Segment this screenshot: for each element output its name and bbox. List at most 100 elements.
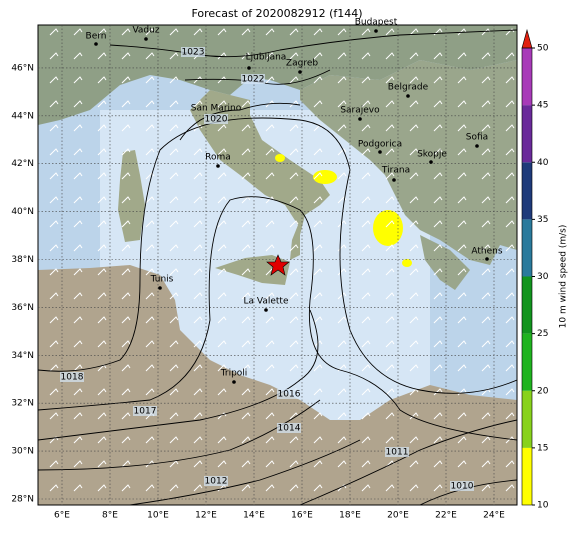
wind-barb bbox=[73, 412, 83, 420]
wind-barb bbox=[385, 28, 395, 36]
wind-barb bbox=[73, 100, 83, 108]
isobar-label-bg bbox=[181, 47, 205, 57]
wind-barb bbox=[265, 460, 275, 468]
wind-barb bbox=[265, 364, 275, 372]
wind-barb bbox=[409, 460, 419, 468]
wind-barb bbox=[313, 52, 323, 60]
map-frame bbox=[37, 24, 518, 506]
wind-barb bbox=[289, 52, 299, 60]
wind-barb bbox=[49, 460, 59, 468]
city-label: Zagreb bbox=[286, 59, 318, 69]
wind-barb bbox=[73, 268, 83, 276]
city-label: Tirana bbox=[381, 166, 410, 176]
wind-barb bbox=[193, 196, 203, 204]
wind-barb bbox=[121, 76, 131, 84]
wind-barb bbox=[73, 148, 83, 156]
wind-barb bbox=[217, 76, 227, 84]
wind-barb bbox=[289, 460, 299, 468]
wind-barb bbox=[289, 220, 299, 228]
wind-barb bbox=[505, 340, 515, 348]
wind-barb bbox=[457, 124, 467, 132]
colorbar-tick-label: 15 bbox=[537, 443, 548, 453]
wind-barb bbox=[241, 316, 251, 324]
wind-barb bbox=[169, 124, 179, 132]
wind-barb bbox=[481, 364, 491, 372]
wind-barb bbox=[433, 484, 443, 492]
colorbar-tick-label: 40 bbox=[537, 158, 549, 168]
wind-barb bbox=[481, 292, 491, 300]
wind-barb bbox=[193, 460, 203, 468]
wind-barb bbox=[97, 100, 107, 108]
wind-barb bbox=[97, 484, 107, 492]
city-label: Podgorica bbox=[358, 140, 402, 150]
wind-barb bbox=[313, 460, 323, 468]
city-label: Athens bbox=[471, 247, 502, 257]
wind-barb bbox=[409, 268, 419, 276]
isobar-label: 1014 bbox=[278, 424, 301, 434]
wind-barb bbox=[145, 148, 155, 156]
city-dot bbox=[232, 380, 236, 384]
wind-barb bbox=[385, 484, 395, 492]
isobar-label-bg bbox=[204, 476, 228, 486]
wind-barb bbox=[457, 148, 467, 156]
wind-barb bbox=[385, 52, 395, 60]
wind-barb bbox=[97, 388, 107, 396]
wind-barb bbox=[505, 76, 515, 84]
wind-barb bbox=[193, 172, 203, 180]
wind-barb bbox=[193, 316, 203, 324]
wind-barb bbox=[433, 316, 443, 324]
wind-barb bbox=[361, 220, 371, 228]
wind-barb bbox=[121, 196, 131, 204]
wind-barb bbox=[337, 268, 347, 276]
wind-barb bbox=[481, 268, 491, 276]
wind-barb bbox=[145, 124, 155, 132]
wind-barb bbox=[409, 148, 419, 156]
wind-barb bbox=[337, 28, 347, 36]
isobar-label-bg bbox=[450, 481, 474, 491]
wind-barb bbox=[289, 316, 299, 324]
wind-barb bbox=[73, 364, 83, 372]
wind-barb bbox=[505, 484, 515, 492]
wind-barb bbox=[145, 196, 155, 204]
graticule bbox=[38, 25, 517, 505]
wind-barb bbox=[145, 76, 155, 84]
wind-barb bbox=[337, 124, 347, 132]
isobar-label: 1016 bbox=[278, 390, 301, 400]
wind-barb bbox=[145, 292, 155, 300]
isobar-label: 1018 bbox=[61, 373, 84, 383]
wind-barb bbox=[337, 436, 347, 444]
wind-barb bbox=[409, 76, 419, 84]
wind-barb bbox=[217, 388, 227, 396]
colorbar-segment bbox=[522, 162, 532, 220]
wind-barb bbox=[385, 412, 395, 420]
wind-barb bbox=[265, 52, 275, 60]
wind-barb bbox=[409, 172, 419, 180]
wind-barb bbox=[49, 484, 59, 492]
wind-barb bbox=[457, 172, 467, 180]
wind-barb bbox=[97, 172, 107, 180]
wind-barb bbox=[217, 460, 227, 468]
land bbox=[190, 90, 330, 260]
colorbar-segment bbox=[522, 447, 532, 505]
colorbar-segment bbox=[522, 333, 532, 391]
colorbar-tick-label: 45 bbox=[537, 101, 548, 111]
wind-barb bbox=[361, 124, 371, 132]
wind-barb bbox=[169, 172, 179, 180]
wind-barb bbox=[337, 388, 347, 396]
wind-barb bbox=[193, 292, 203, 300]
wind-barb bbox=[505, 220, 515, 228]
longitude-label: 10°E bbox=[147, 511, 169, 521]
wind-barb bbox=[49, 436, 59, 444]
wind-barb bbox=[289, 292, 299, 300]
wind-barb bbox=[385, 148, 395, 156]
wind-barb bbox=[169, 268, 179, 276]
wind-barb bbox=[289, 436, 299, 444]
longitude-label: 18°E bbox=[339, 511, 361, 521]
wind-barb bbox=[505, 436, 515, 444]
wind-barb bbox=[505, 172, 515, 180]
wind-barb bbox=[481, 412, 491, 420]
wind-barb bbox=[337, 364, 347, 372]
isobar-label-bg bbox=[385, 447, 409, 457]
wind-barb bbox=[313, 220, 323, 228]
